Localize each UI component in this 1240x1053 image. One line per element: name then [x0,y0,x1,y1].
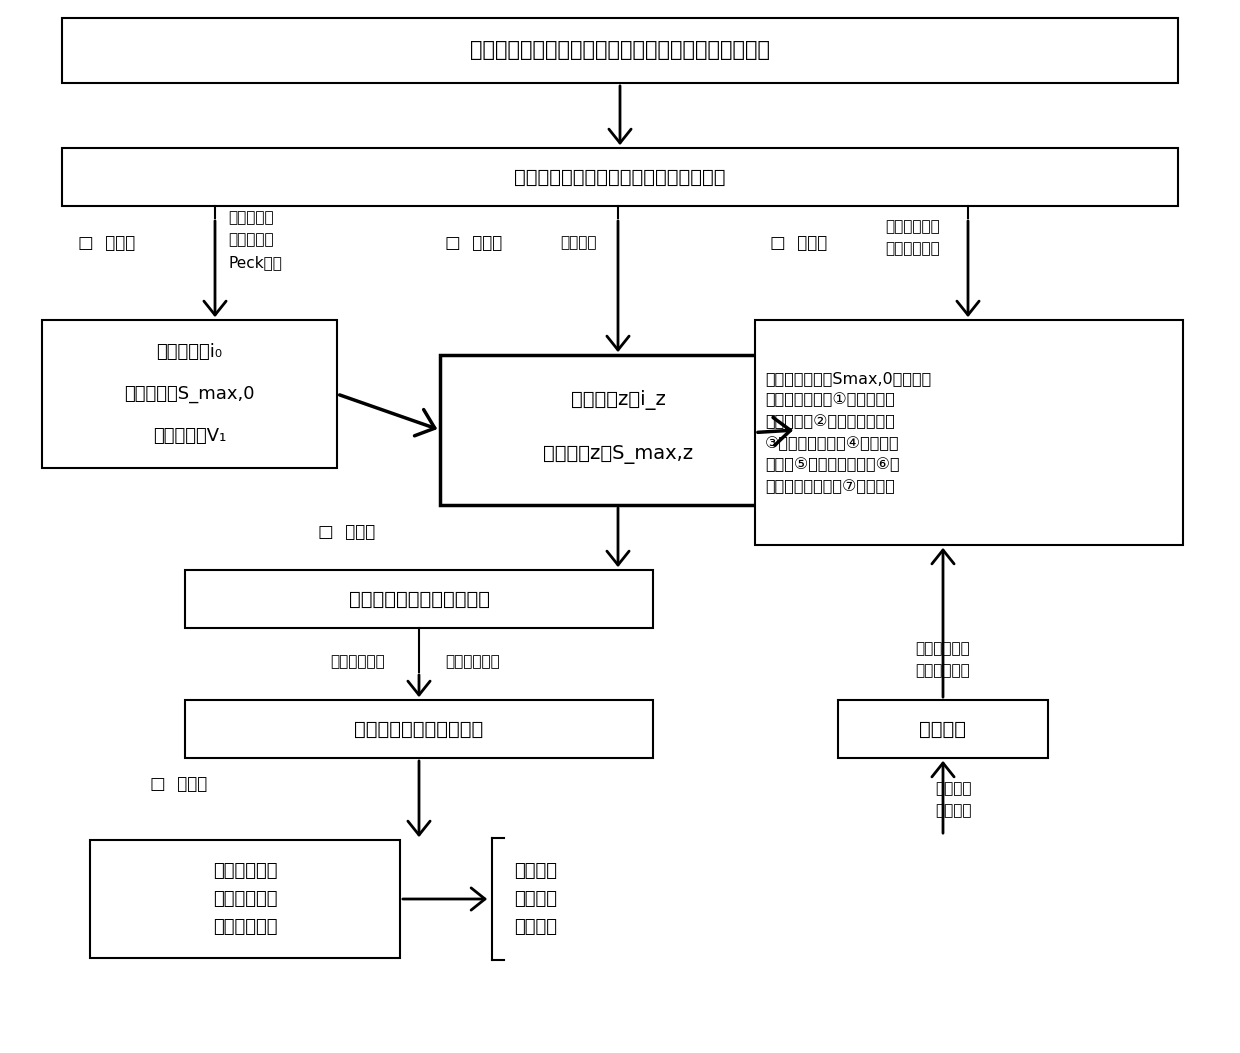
Text: □  步骤二: □ 步骤二 [445,234,502,252]
Text: 盾构施工控制
地层加固措施: 盾构施工控制 地层加固措施 [915,641,971,678]
Bar [185,570,653,628]
Text: 不同深度z处i_z: 不同深度z处i_z [570,390,666,410]
Bar [91,840,401,958]
Text: 最大沉降量S_max,0: 最大沉降量S_max,0 [124,385,254,403]
Text: 古建筑基础沉降预测公式: 古建筑基础沉降预测公式 [355,719,484,738]
Text: 数值反演: 数值反演 [560,236,596,251]
Bar [42,320,337,468]
Text: 沉降槽宽度i₀: 沉降槽宽度i₀ [156,343,222,361]
Bar [62,18,1178,83]
Bar [62,148,1178,206]
Bar [185,700,653,758]
Bar [755,320,1183,545]
Text: 间隙参数概念
地层损失原理: 间隙参数概念 地层损失原理 [885,219,940,257]
Text: □  步骤四: □ 步骤四 [317,523,376,541]
Text: 刚度修正原理: 刚度修正原理 [330,655,384,670]
Text: □  步骤一: □ 步骤一 [78,234,135,252]
Text: 许可倾斜
许可应变
许可曲率: 许可倾斜 许可应变 许可曲率 [515,862,557,936]
Text: 最小二乘法
梯形积分法
Peck公式: 最小二乘法 梯形积分法 Peck公式 [228,211,281,270]
Text: 局部倾斜曲线
水平应变曲线
基础曲率曲线: 局部倾斜曲线 水平应变曲线 基础曲率曲线 [213,862,278,936]
Text: □  步骤三: □ 步骤三 [770,234,827,252]
Text: 盾构地铁施工诱发地层变形及对古建筑影响的预估方法: 盾构地铁施工诱发地层变形及对古建筑影响的预估方法 [470,40,770,60]
Text: 数值反演分析: 数值反演分析 [445,655,500,670]
Text: 安全评估
许可变形: 安全评估 许可变形 [935,781,971,818]
Text: 不同深度z处S_max,z: 不同深度z处S_max,z [543,445,693,464]
Text: 规范方法: 规范方法 [920,719,966,738]
Text: □  步骤五: □ 步骤五 [150,775,207,793]
Text: 实测地表沉降，地层参数，盾构施工参数: 实测地表沉降，地层参数，盾构施工参数 [515,167,725,186]
Text: 不同地层深度沉降预测公式: 不同地层深度沉降预测公式 [348,590,490,609]
Bar [440,355,796,505]
Text: 地表最大沉降量Smax,0估算公式
综合考虑因素：①盾构开挖面
支护压力、②盾尾注浆填充、
③盾构支护反力、④盾构偏航
超挖、⑤盾构叩头仰头、⑥扰
动圈土体再压: 地表最大沉降量Smax,0估算公式 综合考虑因素：①盾构开挖面 支护压力、②盾尾… [765,371,931,494]
Bar [838,700,1048,758]
Text: 地层损失率V₁: 地层损失率V₁ [153,428,226,445]
